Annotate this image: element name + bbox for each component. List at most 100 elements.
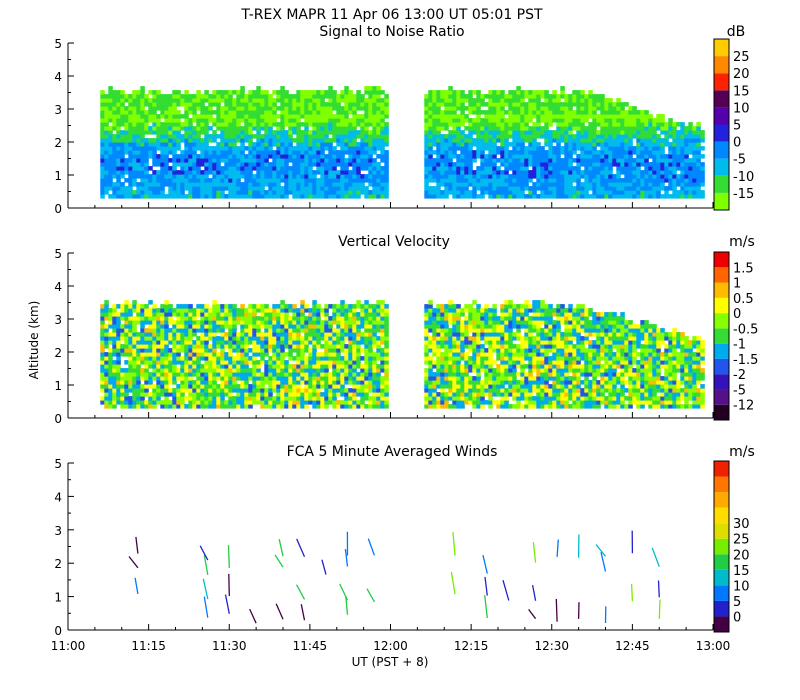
field-cell — [308, 166, 313, 171]
field-cell — [240, 320, 245, 325]
field-cell — [512, 98, 517, 103]
field-cell — [280, 316, 285, 321]
field-cell — [320, 194, 325, 199]
field-cell — [636, 190, 641, 195]
field-cell — [188, 316, 193, 321]
field-cell — [340, 150, 345, 155]
field-cell — [608, 110, 613, 115]
field-cell — [164, 320, 169, 325]
field-cell — [136, 392, 141, 397]
field-cell — [324, 380, 329, 385]
field-cell — [656, 122, 661, 127]
field-cell — [140, 130, 145, 135]
field-cell — [128, 336, 133, 341]
field-cell — [148, 142, 153, 147]
field-cell — [296, 162, 301, 167]
field-cell — [548, 122, 553, 127]
field-cell — [212, 90, 217, 95]
field-cell — [284, 90, 289, 95]
field-cell — [108, 86, 113, 91]
field-cell — [528, 98, 533, 103]
field-cell — [124, 122, 129, 127]
field-cell — [260, 158, 265, 163]
field-cell — [148, 380, 153, 385]
field-cell — [332, 102, 337, 107]
field-cell — [584, 130, 589, 135]
field-cell — [256, 146, 261, 151]
field-cell — [348, 142, 353, 147]
field-cell — [136, 360, 141, 365]
field-cell — [268, 320, 273, 325]
field-cell — [492, 118, 497, 123]
field-cell — [224, 134, 229, 139]
field-cell — [100, 324, 105, 329]
field-cell — [556, 134, 561, 139]
field-cell — [540, 170, 545, 175]
field-cell — [540, 134, 545, 139]
field-cell — [424, 110, 429, 115]
field-cell — [328, 372, 333, 377]
field-cell — [204, 360, 209, 365]
field-cell — [604, 194, 609, 199]
field-cell — [620, 142, 625, 147]
field-cell — [232, 162, 237, 167]
field-cell — [120, 142, 125, 147]
field-cell — [308, 320, 313, 325]
field-cell — [432, 126, 437, 131]
field-cell — [108, 102, 113, 107]
field-cell — [272, 130, 277, 135]
field-cell — [204, 138, 209, 143]
field-cell — [636, 194, 641, 199]
field-cell — [228, 150, 233, 155]
field-cell — [152, 368, 157, 373]
field-cell — [564, 178, 569, 183]
field-cell — [572, 134, 577, 139]
field-cell — [124, 126, 129, 131]
field-cell — [272, 332, 277, 337]
field-cell — [136, 388, 141, 393]
field-cell — [600, 102, 605, 107]
field-cell — [252, 174, 257, 179]
field-cell — [184, 110, 189, 115]
field-cell — [116, 178, 121, 183]
field-cell — [592, 170, 597, 175]
field-cell — [276, 146, 281, 151]
field-cell — [640, 126, 645, 131]
field-cell — [320, 118, 325, 123]
field-cell — [696, 134, 701, 139]
field-cell — [272, 190, 277, 195]
field-cell — [448, 114, 453, 119]
field-cell — [172, 400, 177, 405]
field-cell — [296, 360, 301, 365]
field-cell — [472, 98, 477, 103]
field-cell — [168, 122, 173, 127]
field-cell — [480, 162, 485, 167]
field-cell — [560, 122, 565, 127]
field-cell — [224, 356, 229, 361]
field-cell — [700, 138, 705, 143]
field-cell — [300, 360, 305, 365]
field-cell — [260, 134, 265, 139]
field-cell — [376, 102, 381, 107]
field-cell — [432, 90, 437, 95]
field-cell — [268, 134, 273, 139]
field-cell — [348, 98, 353, 103]
field-cell — [568, 194, 573, 199]
field-cell — [656, 126, 661, 131]
field-cell — [296, 138, 301, 143]
field-cell — [648, 166, 653, 171]
field-cell — [208, 384, 213, 389]
field-cell — [600, 126, 605, 131]
field-cell — [136, 106, 141, 111]
field-cell — [700, 178, 705, 183]
field-cell — [324, 190, 329, 195]
field-cell — [192, 102, 197, 107]
field-cell — [620, 130, 625, 135]
field-cell — [160, 190, 165, 195]
field-cell — [232, 364, 237, 369]
field-cell — [492, 94, 497, 99]
field-cell — [288, 174, 293, 179]
field-cell — [300, 324, 305, 329]
field-cell — [580, 90, 585, 95]
field-cell — [284, 174, 289, 179]
